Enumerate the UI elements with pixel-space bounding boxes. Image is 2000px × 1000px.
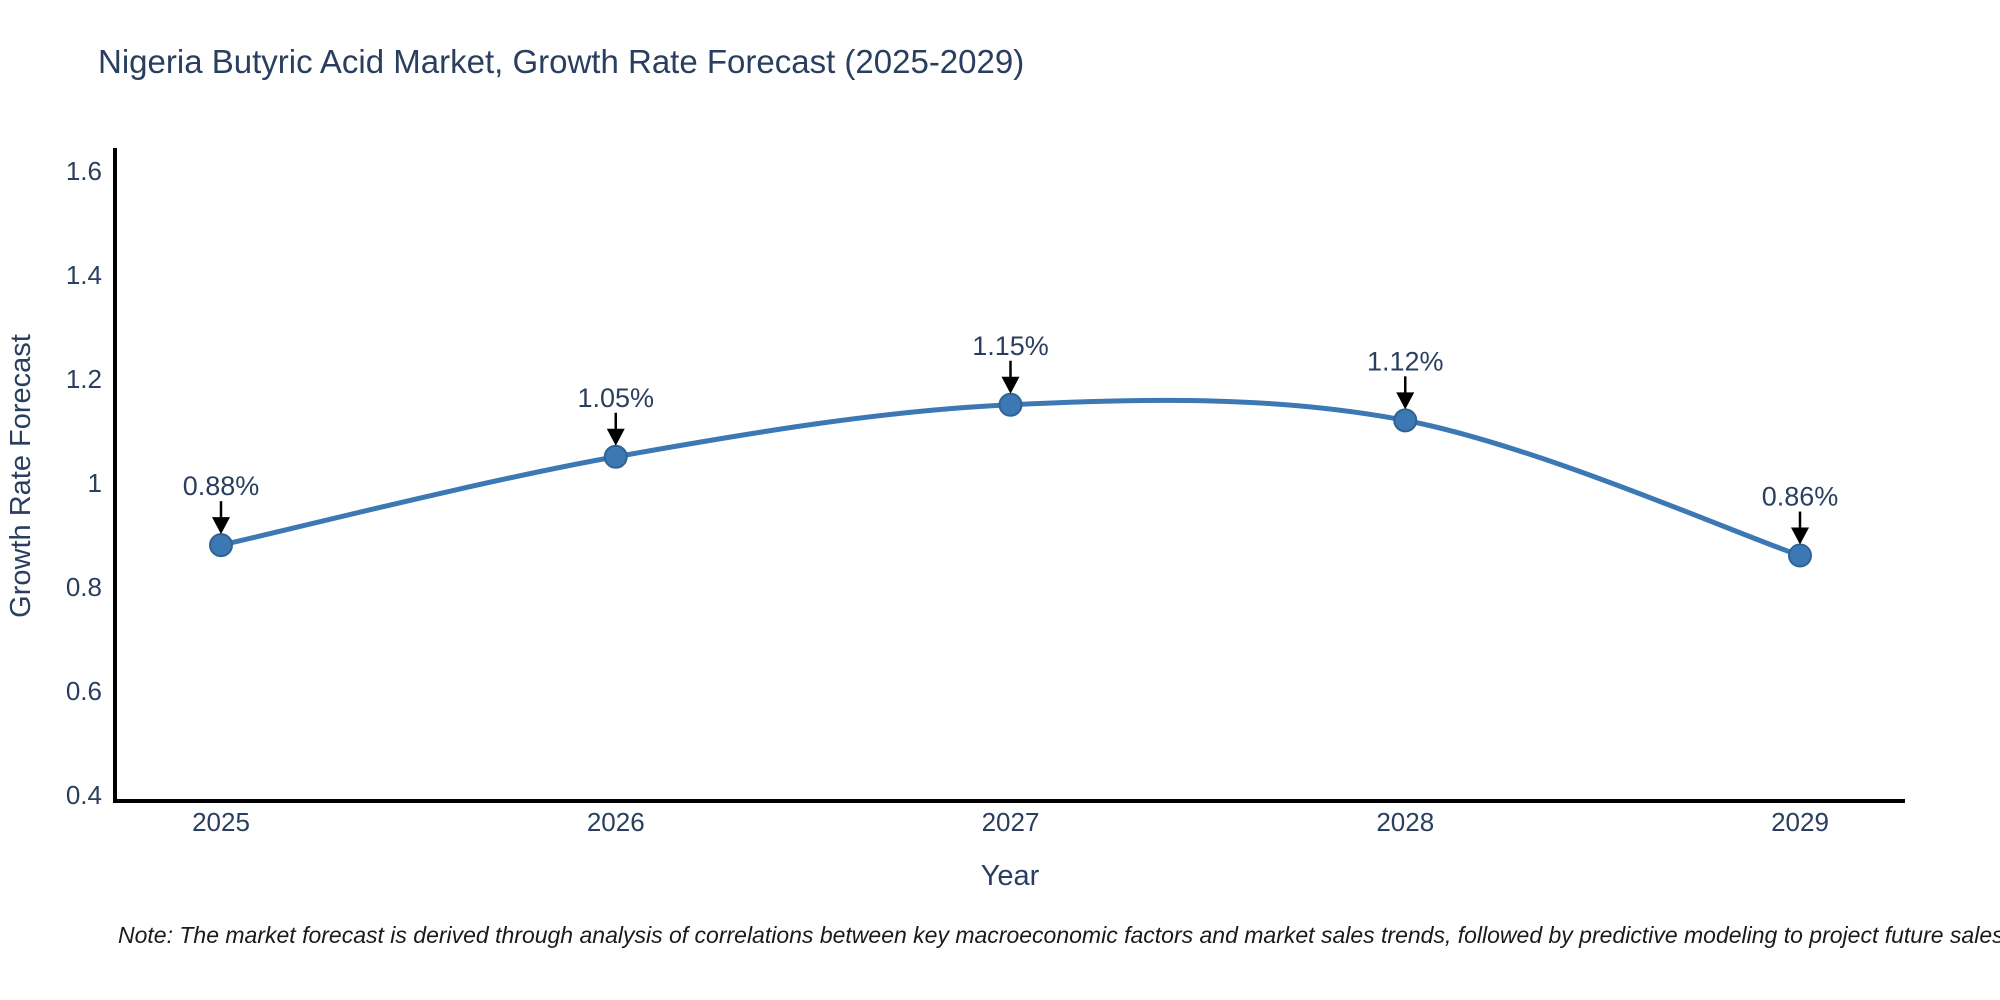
y-tick-label: 0.4 [66, 780, 102, 810]
x-axis-title: Year [981, 860, 1040, 892]
annotations-group: 0.88% 1.05% 1.15% 1.12% 0.86% [183, 331, 1839, 545]
point-label: 0.88% [183, 471, 260, 501]
y-tick-label: 0.8 [66, 572, 102, 602]
x-tick-label: 2027 [982, 807, 1040, 837]
annotation-2027: 1.15% [972, 331, 1049, 394]
chart-note: Note: The market forecast is derived thr… [118, 922, 2000, 948]
point-label: 0.86% [1762, 482, 1839, 512]
point-label: 1.15% [972, 331, 1049, 361]
annotation-arrowhead [1001, 376, 1020, 394]
y-tick-label: 1 [88, 468, 102, 498]
line-series [218, 397, 1803, 559]
x-tick-label: 2028 [1376, 807, 1434, 837]
data-point-2025[interactable] [209, 533, 233, 558]
y-tick-label: 1.6 [66, 156, 102, 186]
x-tick-label: 2025 [192, 807, 250, 837]
y-tick-label: 1.4 [66, 260, 102, 290]
chart-title: Nigeria Butyric Acid Market, Growth Rate… [98, 43, 1025, 80]
annotation-arrowhead [1791, 527, 1809, 545]
point-label: 1.12% [1367, 346, 1444, 376]
annotation-arrowhead [212, 517, 230, 535]
x-tick-label: 2026 [587, 807, 645, 837]
annotation-arrowhead [1396, 392, 1415, 410]
data-point-2028[interactable] [1393, 408, 1418, 433]
point-label: 1.05% [577, 383, 654, 413]
annotation-2029: 0.86% [1762, 482, 1839, 545]
line-series-group [209, 392, 1812, 568]
annotation-2026: 1.05% [577, 383, 654, 446]
y-axis-ticks: 0.4 0.6 0.8 1 1.2 1.4 1.6 [66, 156, 102, 810]
annotation-arrowhead [606, 428, 625, 446]
data-point-2026[interactable] [603, 444, 628, 469]
y-axis-title: Growth Rate Forecast [5, 334, 37, 618]
x-tick-label: 2029 [1771, 807, 1829, 837]
y-tick-label: 1.2 [66, 364, 102, 394]
y-tick-label: 0.6 [66, 676, 102, 706]
data-point-2027[interactable] [998, 392, 1023, 417]
annotation-2028: 1.12% [1367, 346, 1444, 410]
annotation-2025: 0.88% [183, 471, 260, 535]
data-point-2029[interactable] [1788, 543, 1812, 568]
x-axis-ticks: 2025 2026 2027 2028 2029 [192, 807, 1829, 837]
